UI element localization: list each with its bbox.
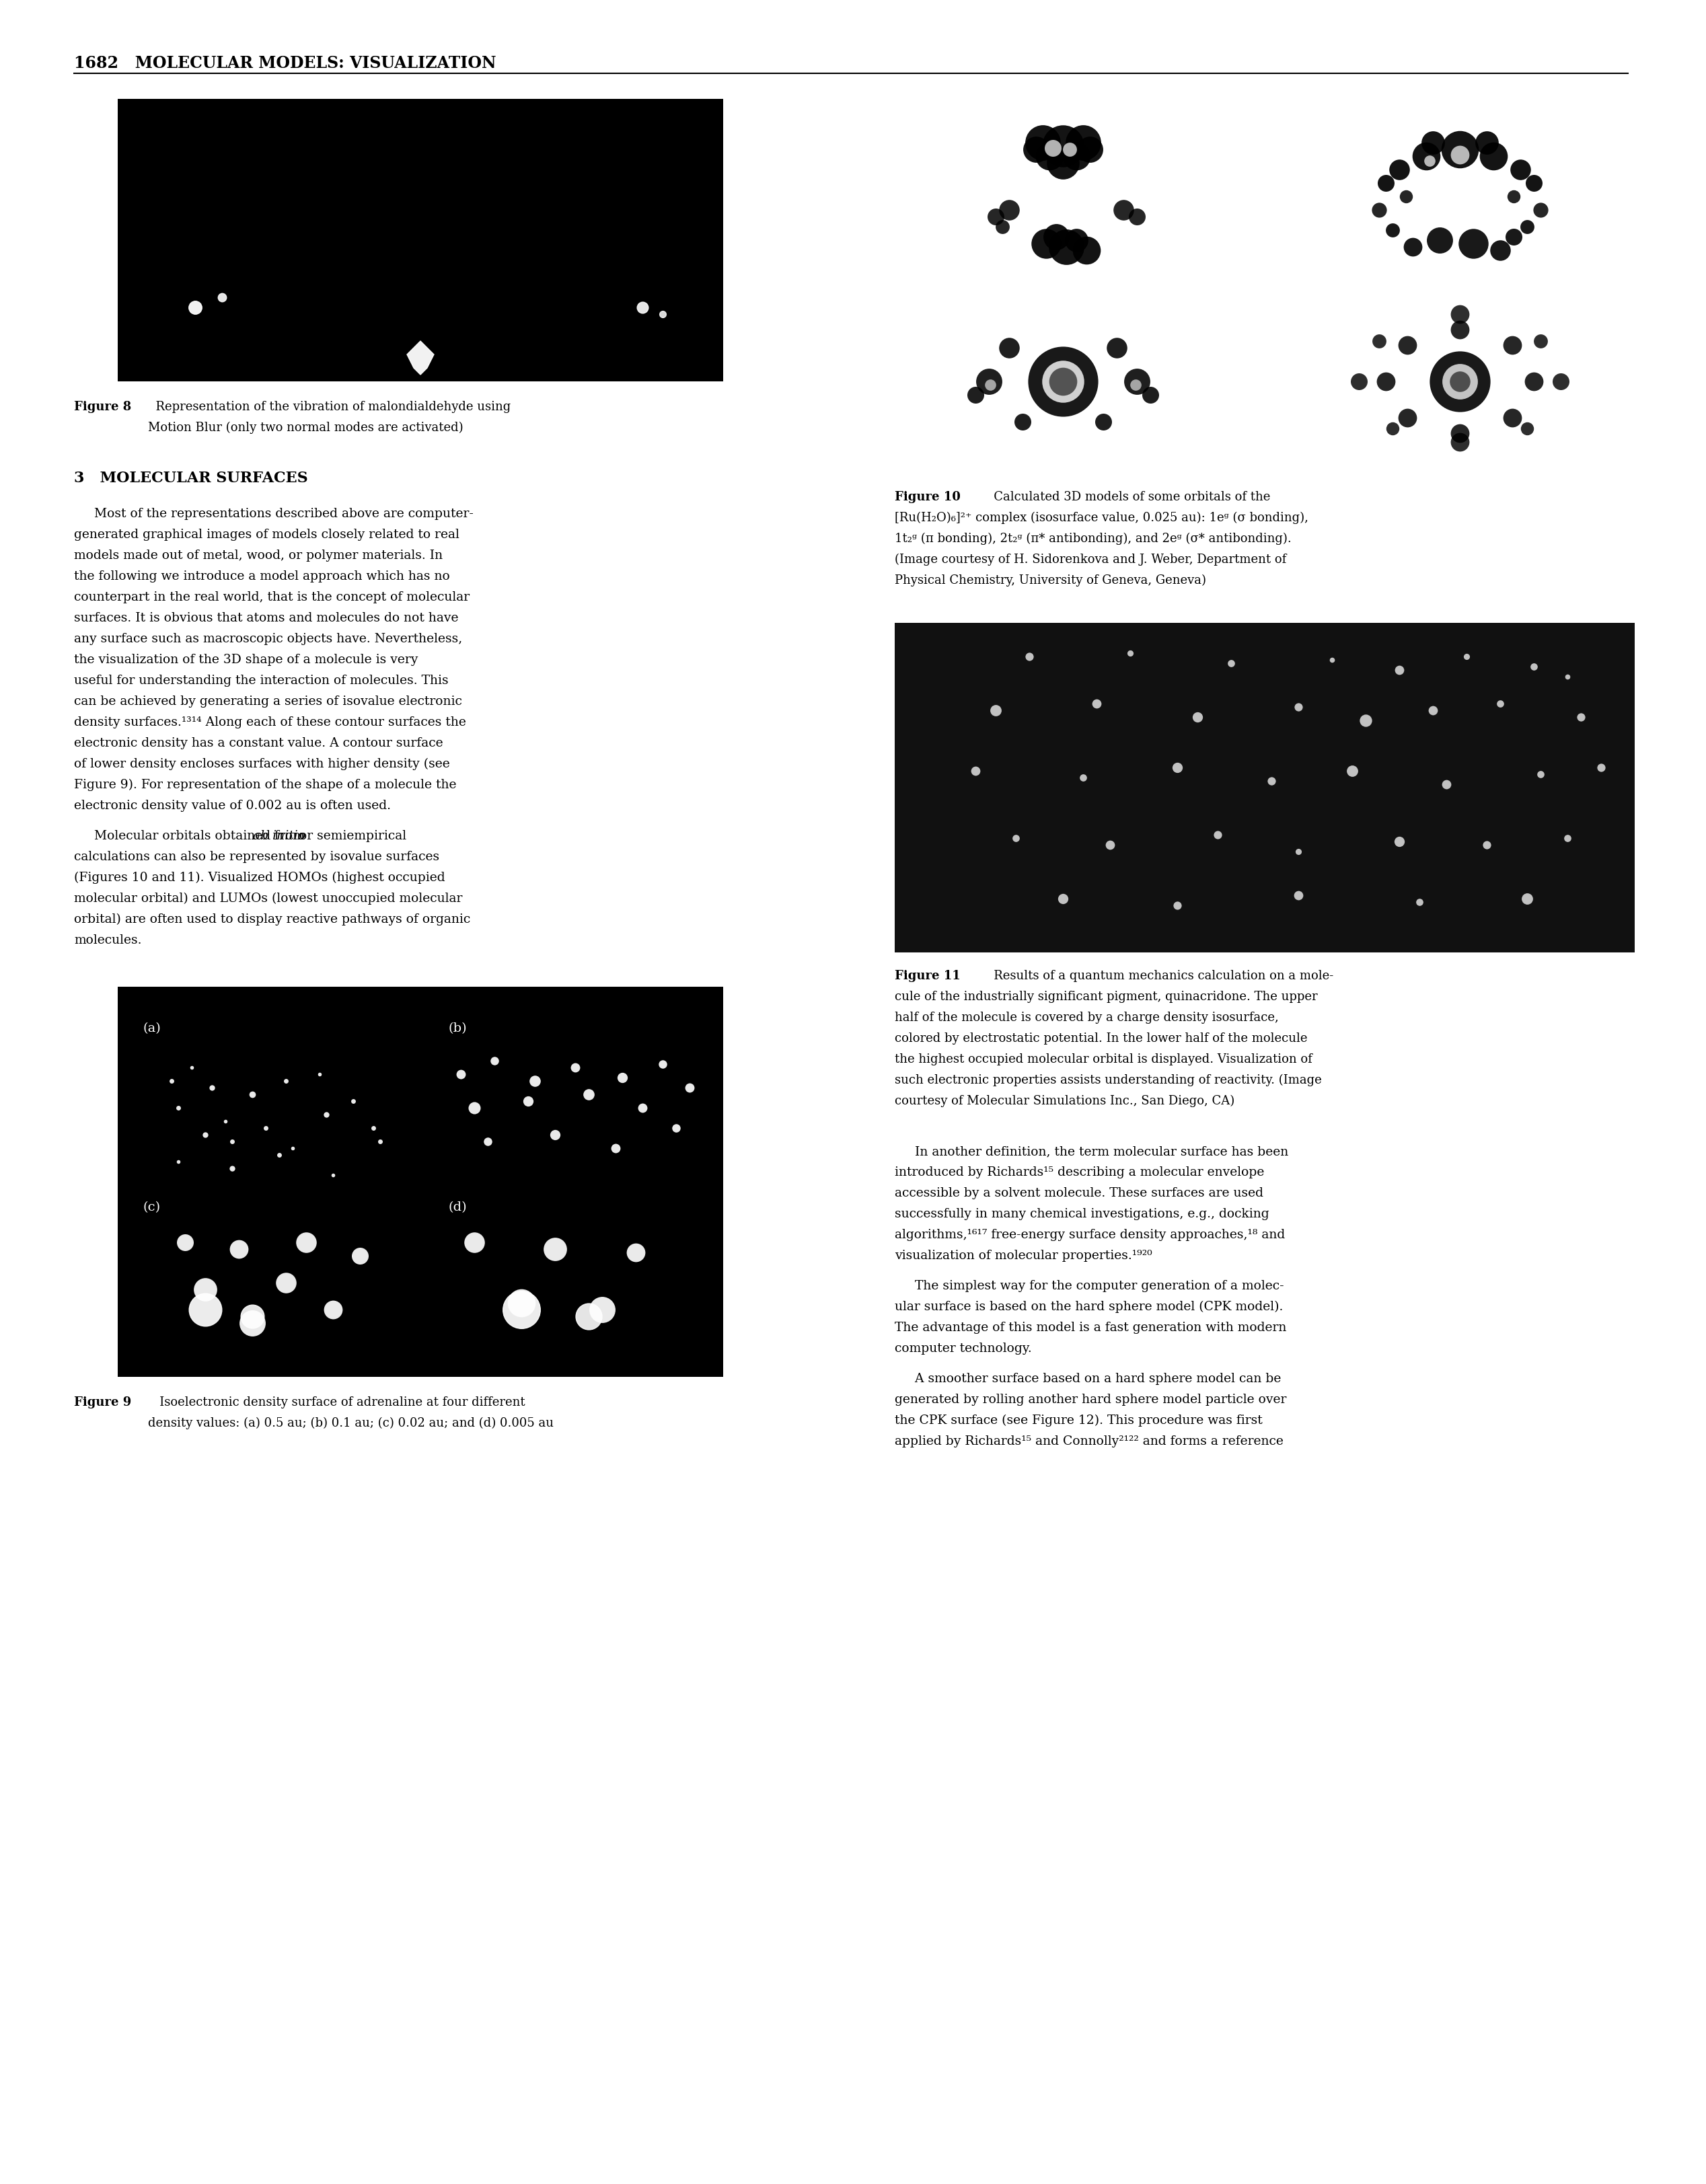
Text: counterpart in the real world, that is the concept of molecular: counterpart in the real world, that is t… (73, 592, 469, 603)
Text: Figure 8: Figure 8 (73, 400, 131, 413)
Text: [Ru(H₂O)₆]²⁺ complex (isosurface value, 0.025 au): 1eᵍ (σ bonding),: [Ru(H₂O)₆]²⁺ complex (isosurface value, … (894, 511, 1309, 524)
Bar (118, 100, 723, 382)
Text: any surface such as macroscopic objects have. Nevertheless,: any surface such as macroscopic objects … (73, 633, 462, 644)
Text: ular surface is based on the hard sphere model (CPK model).: ular surface is based on the hard sphere… (894, 1299, 1283, 1313)
Text: can be achieved by generating a series of isovalue electronic: can be achieved by generating a series o… (73, 695, 462, 708)
Text: molecules.: molecules. (73, 935, 142, 946)
Text: Motion Blur (only two normal modes are activated): Motion Blur (only two normal modes are a… (148, 422, 464, 435)
Text: Physical Chemistry, University of Geneva, Geneva): Physical Chemistry, University of Geneva… (894, 574, 1206, 587)
Text: Most of the representations described above are computer-: Most of the representations described ab… (73, 507, 474, 520)
Text: or semiempirical: or semiempirical (295, 830, 406, 841)
Bar (894, 622, 1634, 952)
Text: (b): (b) (449, 1022, 467, 1035)
Text: A smoother surface based on a hard sphere model can be: A smoother surface based on a hard spher… (894, 1372, 1281, 1385)
Text: molecular orbital) and LUMOs (lowest unoccupied molecular: molecular orbital) and LUMOs (lowest uno… (73, 893, 462, 904)
Polygon shape (408, 341, 433, 376)
Text: electronic density has a constant value. A contour surface: electronic density has a constant value.… (73, 736, 444, 749)
Text: orbital) are often used to display reactive pathways of organic: orbital) are often used to display react… (73, 913, 471, 926)
Text: Results of a quantum mechanics calculation on a mole-: Results of a quantum mechanics calculati… (983, 970, 1334, 983)
Text: Calculated 3D models of some orbitals of the: Calculated 3D models of some orbitals of… (983, 491, 1271, 502)
Text: 3   MOLECULAR SURFACES: 3 MOLECULAR SURFACES (73, 472, 309, 485)
Text: successfully in many chemical investigations, e.g., docking: successfully in many chemical investigat… (894, 1208, 1269, 1219)
Text: (d): (d) (449, 1201, 467, 1212)
Text: Isoelectronic density surface of adrenaline at four different: Isoelectronic density surface of adrenal… (148, 1396, 525, 1409)
Text: colored by electrostatic potential. In the lower half of the molecule: colored by electrostatic potential. In t… (894, 1033, 1307, 1044)
Text: the highest occupied molecular orbital is displayed. Visualization of: the highest occupied molecular orbital i… (894, 1053, 1312, 1066)
Text: of lower density encloses surfaces with higher density (see: of lower density encloses surfaces with … (73, 758, 450, 771)
Text: the visualization of the 3D shape of a molecule is very: the visualization of the 3D shape of a m… (73, 653, 418, 666)
Text: Figure 11: Figure 11 (894, 970, 960, 983)
Text: In another definition, the term molecular surface has been: In another definition, the term molecula… (894, 1144, 1288, 1158)
Text: the CPK surface (see Figure 12). This procedure was first: the CPK surface (see Figure 12). This pr… (894, 1413, 1262, 1426)
Text: algorithms,¹⁶¹⁷ free-energy surface density approaches,¹⁸ and: algorithms,¹⁶¹⁷ free-energy surface dens… (894, 1227, 1285, 1241)
Text: (a): (a) (143, 1022, 162, 1035)
Text: Molecular orbitals obtained from: Molecular orbitals obtained from (73, 830, 309, 841)
Text: the following we introduce a model approach which has no: the following we introduce a model appro… (73, 570, 450, 583)
Text: Figure 10: Figure 10 (894, 491, 960, 502)
Text: such electronic properties assists understanding of reactivity. (Image: such electronic properties assists under… (894, 1075, 1322, 1085)
Text: half of the molecule is covered by a charge density isosurface,: half of the molecule is covered by a cha… (894, 1011, 1280, 1024)
Text: The advantage of this model is a fast generation with modern: The advantage of this model is a fast ge… (894, 1321, 1286, 1334)
Bar (118, 987, 723, 1378)
Text: density surfaces.¹³¹⁴ Along each of these contour surfaces the: density surfaces.¹³¹⁴ Along each of thes… (73, 716, 466, 727)
Text: generated by rolling another hard sphere model particle over: generated by rolling another hard sphere… (894, 1393, 1286, 1404)
Text: electronic density value of 0.002 au is often used.: electronic density value of 0.002 au is … (73, 799, 391, 812)
Text: useful for understanding the interaction of molecules. This: useful for understanding the interaction… (73, 675, 449, 686)
Text: introduced by Richards¹⁵ describing a molecular envelope: introduced by Richards¹⁵ describing a mo… (894, 1166, 1264, 1177)
Text: 1682   MOLECULAR MODELS: VISUALIZATION: 1682 MOLECULAR MODELS: VISUALIZATION (73, 55, 496, 72)
Text: models made out of metal, wood, or polymer materials. In: models made out of metal, wood, or polym… (73, 550, 444, 561)
Text: visualization of molecular properties.¹⁹²⁰: visualization of molecular properties.¹⁹… (894, 1249, 1152, 1262)
Text: accessible by a solvent molecule. These surfaces are used: accessible by a solvent molecule. These … (894, 1186, 1264, 1199)
Text: density values: (a) 0.5 au; (b) 0.1 au; (c) 0.02 au; and (d) 0.005 au: density values: (a) 0.5 au; (b) 0.1 au; … (148, 1417, 554, 1428)
Text: (Figures 10 and 11). Visualized HOMOs (highest occupied: (Figures 10 and 11). Visualized HOMOs (h… (73, 871, 445, 885)
Text: ab initio: ab initio (252, 830, 305, 841)
Text: Representation of the vibration of malondialdehyde using: Representation of the vibration of malon… (148, 400, 510, 413)
Text: (Image courtesy of H. Sidorenkova and J. Weber, Department of: (Image courtesy of H. Sidorenkova and J.… (894, 553, 1286, 566)
Text: cule of the industrially significant pigment, quinacridone. The upper: cule of the industrially significant pig… (894, 992, 1317, 1002)
Text: applied by Richards¹⁵ and Connolly²¹²² and forms a reference: applied by Richards¹⁵ and Connolly²¹²² a… (894, 1435, 1283, 1448)
Text: generated graphical images of models closely related to real: generated graphical images of models clo… (73, 529, 459, 542)
Text: computer technology.: computer technology. (894, 1343, 1032, 1354)
Text: Figure 9). For representation of the shape of a molecule the: Figure 9). For representation of the sha… (73, 780, 457, 791)
Text: Figure 9: Figure 9 (73, 1396, 131, 1409)
Text: surfaces. It is obvious that atoms and molecules do not have: surfaces. It is obvious that atoms and m… (73, 612, 459, 625)
Text: (c): (c) (143, 1201, 160, 1212)
Text: 1t₂ᵍ (π bonding), 2t₂ᵍ (π* antibonding), and 2eᵍ (σ* antibonding).: 1t₂ᵍ (π bonding), 2t₂ᵍ (π* antibonding),… (894, 533, 1291, 544)
Text: courtesy of Molecular Simulations Inc., San Diego, CA): courtesy of Molecular Simulations Inc., … (894, 1094, 1235, 1107)
Text: calculations can also be represented by isovalue surfaces: calculations can also be represented by … (73, 850, 440, 863)
Text: The simplest way for the computer generation of a molec-: The simplest way for the computer genera… (894, 1280, 1285, 1291)
